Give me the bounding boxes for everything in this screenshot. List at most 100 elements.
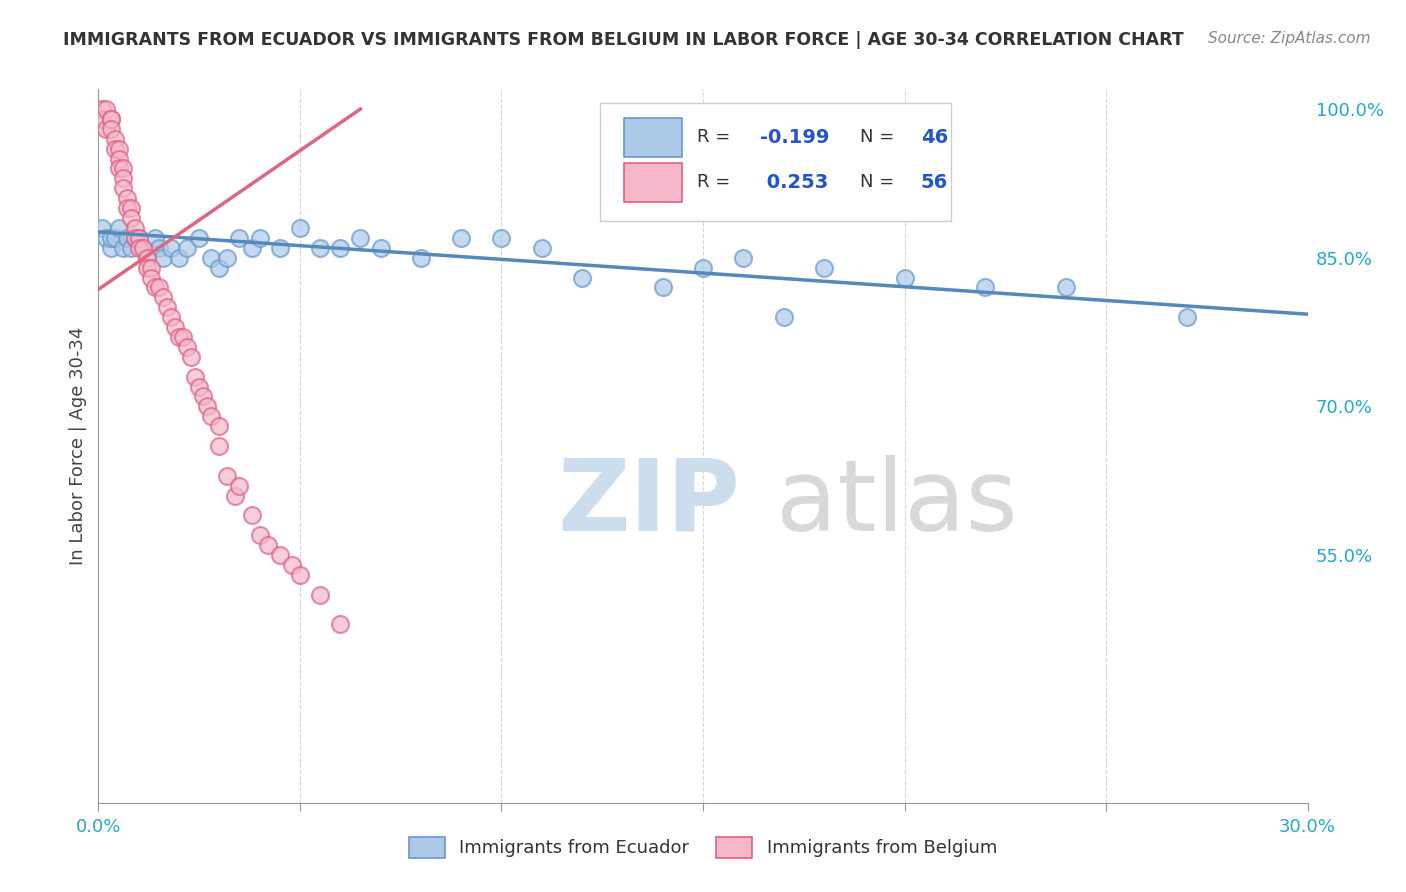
Point xyxy=(96,231,118,245)
Point xyxy=(152,251,174,265)
Point xyxy=(115,191,138,205)
Point xyxy=(208,439,231,453)
Point xyxy=(571,270,593,285)
Point xyxy=(91,221,114,235)
Point xyxy=(193,389,215,403)
Point xyxy=(188,379,211,393)
Point xyxy=(813,260,835,275)
Point xyxy=(132,241,155,255)
Text: 0.253: 0.253 xyxy=(759,173,828,192)
Point xyxy=(228,231,250,245)
Point xyxy=(156,300,179,314)
Point xyxy=(148,280,170,294)
Point xyxy=(96,102,118,116)
Point xyxy=(450,231,472,245)
Point xyxy=(200,409,222,424)
Point xyxy=(139,270,162,285)
Point xyxy=(281,558,304,572)
Point xyxy=(103,142,125,156)
Point xyxy=(124,231,146,245)
Text: -0.199: -0.199 xyxy=(759,128,830,147)
Point xyxy=(491,231,513,245)
Point xyxy=(224,489,246,503)
Point xyxy=(772,310,794,325)
Point xyxy=(208,260,231,275)
Point xyxy=(132,241,155,255)
Point xyxy=(96,121,118,136)
Point xyxy=(135,251,157,265)
Point xyxy=(128,231,150,245)
Point xyxy=(107,221,129,235)
Point xyxy=(167,330,190,344)
Point xyxy=(1175,310,1198,325)
Point xyxy=(249,231,271,245)
Point xyxy=(349,231,371,245)
Point xyxy=(240,508,263,523)
Text: atlas: atlas xyxy=(776,455,1017,551)
FancyBboxPatch shape xyxy=(624,118,682,157)
Text: N =: N = xyxy=(860,173,900,191)
Text: ZIP: ZIP xyxy=(558,455,741,551)
Point xyxy=(309,241,332,255)
Point xyxy=(288,221,311,235)
Point xyxy=(184,369,207,384)
Text: 46: 46 xyxy=(921,128,948,147)
Point xyxy=(329,241,352,255)
Point xyxy=(217,468,239,483)
Point xyxy=(974,280,997,294)
Point xyxy=(269,241,291,255)
Legend: Immigrants from Ecuador, Immigrants from Belgium: Immigrants from Ecuador, Immigrants from… xyxy=(402,830,1004,865)
Point xyxy=(217,251,239,265)
Point xyxy=(103,132,125,146)
Point xyxy=(228,478,250,492)
Point xyxy=(176,340,198,354)
Point xyxy=(309,588,332,602)
Point xyxy=(91,112,114,126)
Point xyxy=(135,260,157,275)
Point xyxy=(240,241,263,255)
Point xyxy=(100,241,122,255)
Point xyxy=(249,528,271,542)
Point xyxy=(163,320,186,334)
Point xyxy=(111,181,134,195)
FancyBboxPatch shape xyxy=(624,162,682,202)
Point xyxy=(115,231,138,245)
Point xyxy=(135,251,157,265)
Point xyxy=(160,310,183,325)
Point xyxy=(288,567,311,582)
Point xyxy=(143,231,166,245)
Point xyxy=(111,171,134,186)
Y-axis label: In Labor Force | Age 30-34: In Labor Force | Age 30-34 xyxy=(69,326,87,566)
Point xyxy=(124,231,146,245)
Point xyxy=(180,350,202,364)
Point xyxy=(152,290,174,304)
Point xyxy=(143,280,166,294)
Point xyxy=(128,231,150,245)
Point xyxy=(100,112,122,126)
Text: Source: ZipAtlas.com: Source: ZipAtlas.com xyxy=(1208,31,1371,46)
Text: R =: R = xyxy=(697,173,735,191)
FancyBboxPatch shape xyxy=(600,103,950,221)
Point xyxy=(188,231,211,245)
Point xyxy=(893,270,915,285)
Point xyxy=(128,241,150,255)
Point xyxy=(91,102,114,116)
Point xyxy=(107,161,129,176)
Point xyxy=(107,142,129,156)
Point xyxy=(107,152,129,166)
Point xyxy=(329,617,352,632)
Point xyxy=(148,241,170,255)
Point xyxy=(269,548,291,562)
Point xyxy=(160,241,183,255)
Point xyxy=(692,260,714,275)
Point xyxy=(172,330,194,344)
Point xyxy=(256,538,278,552)
Point xyxy=(195,400,218,414)
Point xyxy=(530,241,553,255)
Point xyxy=(167,251,190,265)
Point xyxy=(103,231,125,245)
Point xyxy=(100,121,122,136)
Point xyxy=(120,211,142,225)
Point xyxy=(651,280,673,294)
Point xyxy=(100,112,122,126)
